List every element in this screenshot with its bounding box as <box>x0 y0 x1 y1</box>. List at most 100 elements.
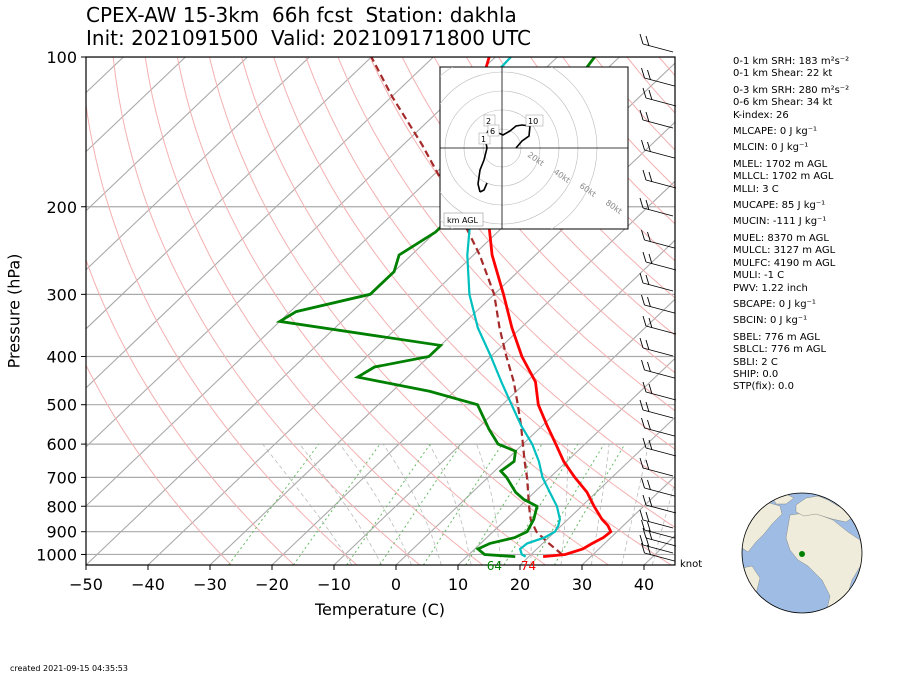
moist-adiabat <box>262 443 353 565</box>
x-tick-label: 30 <box>572 575 592 594</box>
wind-barb <box>641 519 675 539</box>
param-line: 0-3 km SRH: 280 m²s⁻² <box>733 84 850 96</box>
dry-adiabat <box>273 57 675 528</box>
param-line: MULCL: 3127 m AGL <box>733 245 836 257</box>
wind-barbs <box>639 33 677 562</box>
station-marker <box>799 551 805 557</box>
wind-barb <box>642 87 677 107</box>
hodograph-height-label: 2 <box>486 117 491 126</box>
moist-adiabat <box>476 443 502 565</box>
hodograph-trace <box>479 182 488 193</box>
wind-barb <box>642 381 677 401</box>
hodograph-height-label: 10 <box>528 117 538 126</box>
wind-barb <box>639 399 674 419</box>
isotherm <box>457 357 675 565</box>
isotherm <box>271 180 675 565</box>
param-line: MUEL: 8370 m AGL <box>733 232 829 244</box>
dry-adiabat <box>305 57 675 489</box>
dry-adiabat <box>465 57 675 299</box>
moist-adiabat <box>522 444 532 565</box>
x-tick-label: 10 <box>448 575 468 594</box>
wind-barb <box>639 33 674 53</box>
x-tick-label: −30 <box>193 575 227 594</box>
param-line: MLCAPE: 0 J kg⁻¹ <box>733 126 818 138</box>
x-tick-label: −40 <box>131 575 165 594</box>
wind-barb <box>641 542 675 562</box>
wind-barb <box>641 139 675 159</box>
param-line: MULFC: 4190 m AGL <box>733 257 836 269</box>
wind-barb <box>641 67 675 87</box>
wind-barb <box>639 272 674 292</box>
param-line: SBCIN: 0 J kg⁻¹ <box>733 315 808 327</box>
param-line: SBEL: 776 m AGL <box>733 331 820 343</box>
dry-adiabat <box>112 57 421 565</box>
mixing-ratio-line <box>465 443 543 565</box>
sounding-parameters: 0-1 km SRH: 183 m²s⁻² 0-1 km Shear: 22 kt… <box>733 56 849 394</box>
y-axis-label: Pressure (hPa) <box>4 253 24 369</box>
param-line: MLLCL: 1702 m AGL <box>733 171 834 183</box>
y-tick-label: 700 <box>46 468 77 487</box>
isotherm <box>86 57 248 212</box>
plot-frame <box>85 56 676 566</box>
param-line: K-index: 26 <box>733 109 789 121</box>
y-tick-label: 500 <box>46 396 77 415</box>
param-line: MLLI: 3 C <box>733 183 779 195</box>
dry-adiabat <box>369 57 675 412</box>
wind-barb <box>641 229 675 249</box>
x-axis-label: Temperature (C) <box>314 600 446 619</box>
dry-adiabat <box>144 57 483 565</box>
dry-adiabat <box>208 57 609 565</box>
x-tick-label: 40 <box>634 575 654 594</box>
y-tick-label: 200 <box>46 198 77 217</box>
isotherm <box>519 416 675 565</box>
isotherm <box>86 57 372 330</box>
isotherm <box>86 57 310 271</box>
wind-barb <box>641 359 675 379</box>
wind-barb <box>642 315 677 335</box>
hodograph-corner-label: km AGL <box>447 216 479 225</box>
y-tick-label: 900 <box>46 523 77 542</box>
param-line: MLEL: 1702 m AGL <box>733 158 828 170</box>
wind-barb <box>639 509 674 529</box>
dry-adiabat <box>401 57 675 374</box>
dry-adiabat <box>176 57 546 565</box>
y-tick-label: 1000 <box>36 545 77 564</box>
dry-adiabat <box>86 101 358 565</box>
param-line: MUCAPE: 85 J kg⁻¹ <box>733 200 826 212</box>
y-tick-label: 800 <box>46 497 77 516</box>
created-timestamp: created 2021-09-15 04:35:53 <box>10 664 128 673</box>
param-line: MULI: -1 C <box>733 270 785 282</box>
wind-barb <box>642 169 677 189</box>
x-tick-label: −10 <box>317 575 351 594</box>
hodograph-height-label: 1 <box>481 135 486 144</box>
isotherm <box>86 57 434 389</box>
param-line: 0-1 km Shear: 22 kt <box>733 68 833 80</box>
param-line: MLCIN: 0 J kg⁻¹ <box>733 142 809 154</box>
wind-barb <box>639 197 674 217</box>
moist-adiabat <box>590 444 610 565</box>
chart-title-line-2: Init: 2021091500 Valid: 202109171800 UTC <box>86 26 532 50</box>
station-globe <box>741 492 863 614</box>
surface-labels: 64 74 <box>487 559 536 573</box>
wind-barb <box>641 294 675 314</box>
moist-adiabat <box>339 443 412 565</box>
param-line: SBLI: 2 C <box>733 356 778 368</box>
moist-adiabat <box>560 444 568 565</box>
param-line: 0-1 km SRH: 183 m²s⁻² <box>733 56 850 67</box>
wind-barb <box>641 417 675 437</box>
param-line: SBCAPE: 0 J kg⁻¹ <box>733 298 816 310</box>
moist-adiabat <box>428 443 472 565</box>
y-tick-label: 400 <box>46 348 77 367</box>
mixing-ratio-line <box>346 443 431 565</box>
dry-adiabat <box>337 57 675 450</box>
moist-adiabat <box>651 480 675 565</box>
mixing-ratio-line <box>531 443 605 565</box>
axes: −50 −40 −30 −20 −10 0 10 20 30 40 100 200 300 400 500 6… <box>36 48 654 594</box>
surface-label: 64 <box>487 559 502 573</box>
mixing-ratio-line <box>422 443 503 565</box>
x-tick-label: 20 <box>510 575 530 594</box>
wind-barb <box>642 251 677 271</box>
y-tick-label: 300 <box>46 285 77 304</box>
